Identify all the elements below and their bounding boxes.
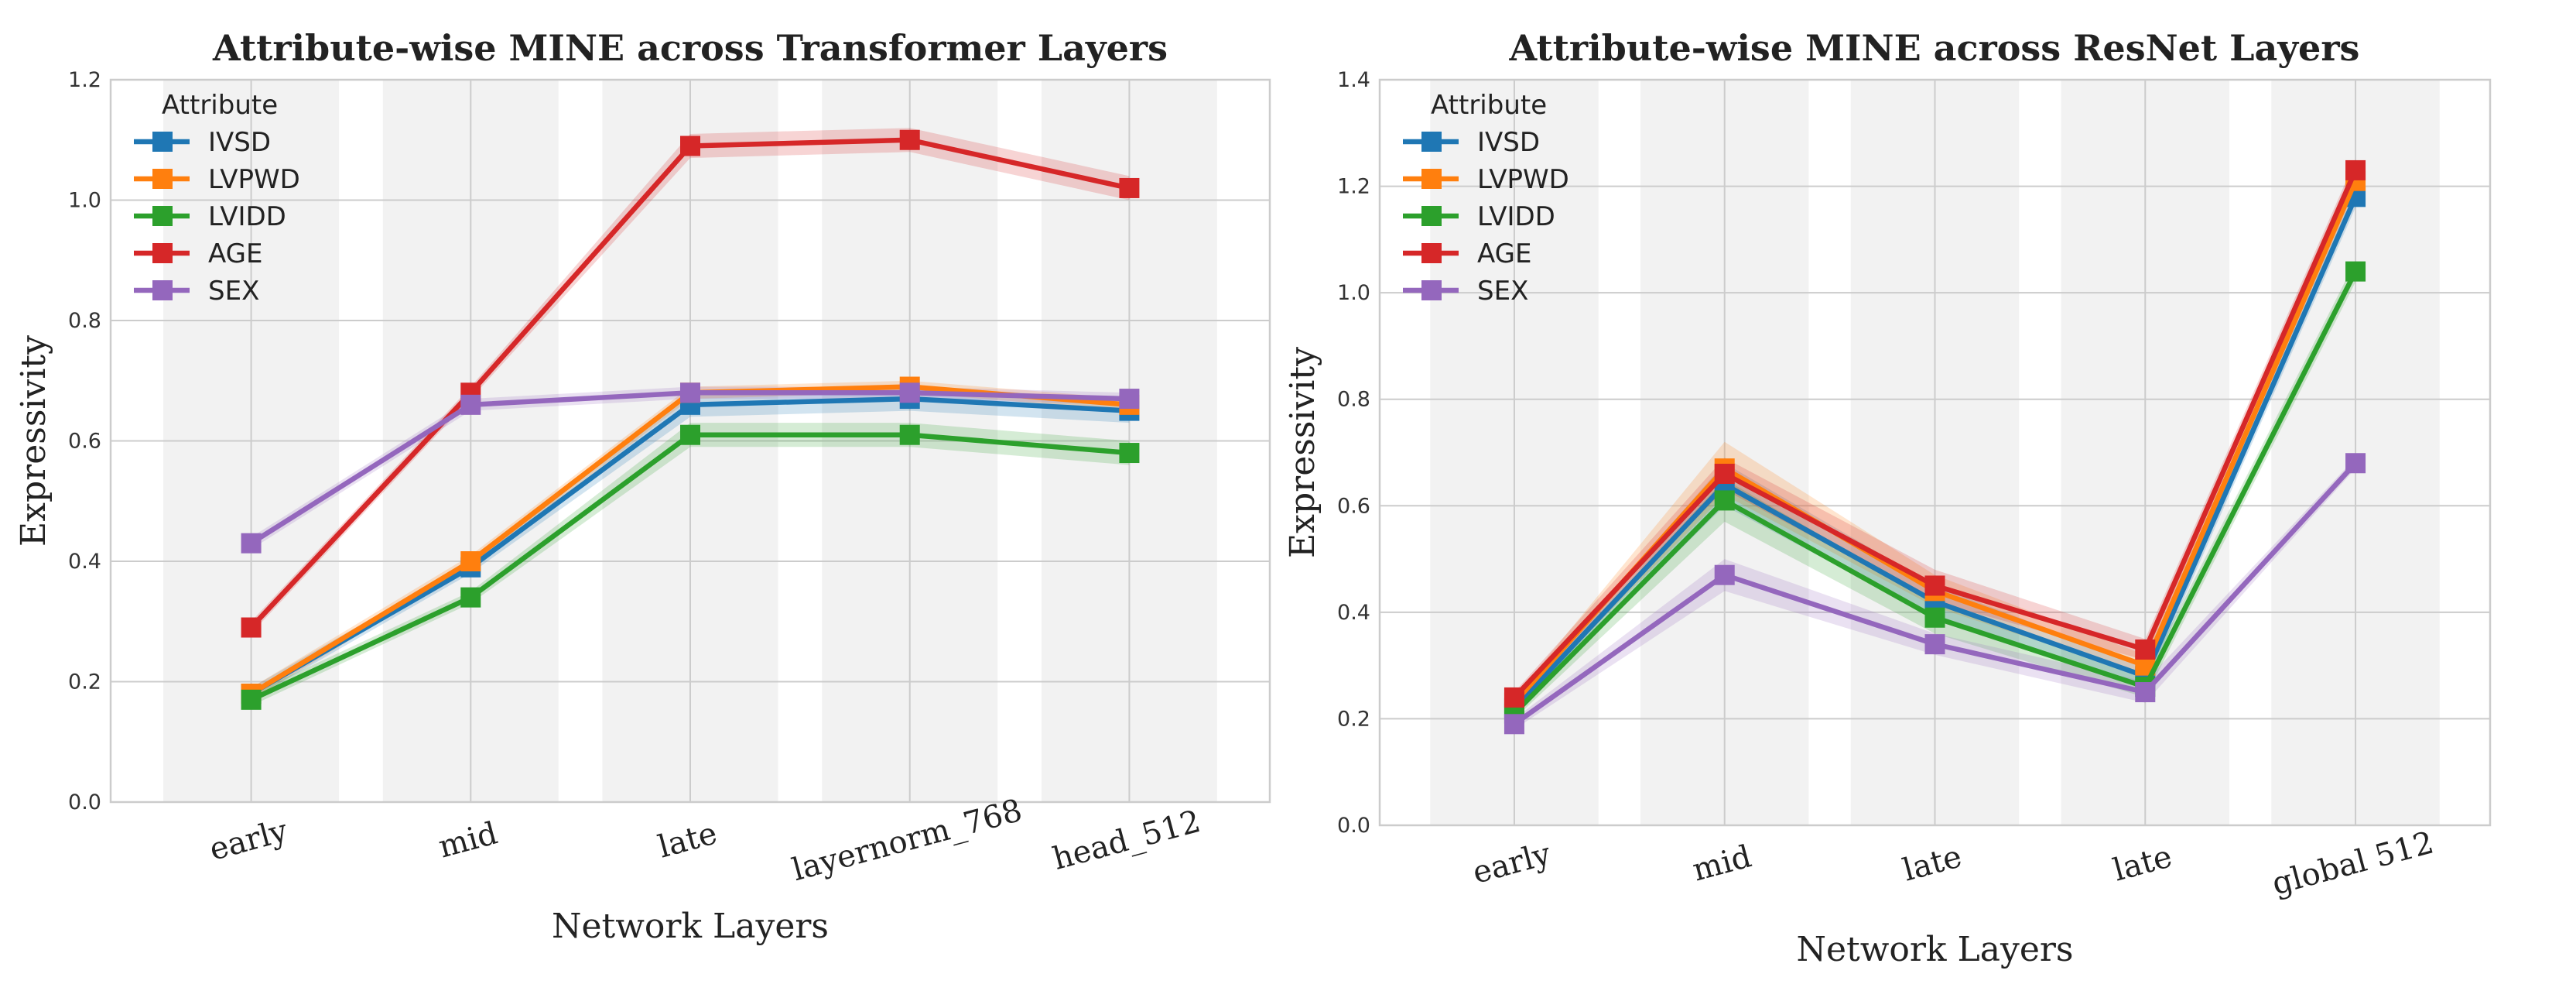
legend-marker-lvpwd bbox=[152, 169, 173, 189]
y-tick-label: 0.0 bbox=[68, 790, 101, 814]
data-point-age bbox=[1504, 687, 1524, 708]
x-tick-label: early bbox=[1469, 836, 1555, 891]
legend-title: Attribute bbox=[1431, 90, 1547, 121]
x-tick-label: mid bbox=[435, 815, 501, 865]
legend-marker-sex bbox=[152, 280, 173, 300]
data-point-sex bbox=[1924, 634, 1945, 655]
chart-title: Attribute-wise MINE across ResNet Layers bbox=[1509, 27, 2360, 69]
y-tick-label: 1.4 bbox=[1337, 68, 1370, 92]
data-point-sex bbox=[1714, 564, 1735, 585]
data-point-lvidd bbox=[899, 424, 920, 445]
legend-label-lvpwd: LVPWD bbox=[208, 164, 300, 195]
y-tick-label: 0.4 bbox=[68, 550, 101, 574]
y-tick-label: 1.2 bbox=[1337, 175, 1370, 199]
resnet-chart: 0.0 0.2 0.4 0.6 0.8 1.0 1.2 1.4 early mid late late… bbox=[1283, 27, 2492, 969]
data-point-lvidd bbox=[460, 587, 481, 608]
data-point-lvidd bbox=[2345, 261, 2366, 282]
plot-frame bbox=[1378, 78, 2492, 827]
data-point-sex bbox=[1119, 389, 1140, 410]
data-point-age bbox=[2135, 639, 2156, 660]
legend-marker-lvpwd bbox=[1421, 169, 1442, 189]
legend-title: Attribute bbox=[162, 90, 278, 121]
legend-label-lvpwd: LVPWD bbox=[1477, 164, 1569, 195]
y-tick-label: 1.0 bbox=[1337, 281, 1370, 305]
y-tick-label: 0.8 bbox=[1337, 388, 1370, 412]
y-tick-label: 0.2 bbox=[68, 670, 101, 694]
y-tick-label: 0.2 bbox=[1337, 707, 1370, 731]
legend-label-age: AGE bbox=[208, 238, 263, 269]
data-point-age bbox=[1119, 177, 1140, 198]
legend-marker-age bbox=[152, 243, 173, 263]
legend-marker-age bbox=[1421, 243, 1442, 263]
legend-marker-ivsd bbox=[1421, 132, 1442, 152]
data-point-lvpwd bbox=[460, 551, 481, 571]
x-axis-label: Network Layers bbox=[552, 907, 829, 946]
data-point-sex bbox=[1504, 714, 1524, 735]
x-tick-label: late bbox=[1899, 838, 1965, 888]
legend-label-ivsd: IVSD bbox=[1477, 127, 1540, 158]
legend-label-age: AGE bbox=[1477, 238, 1532, 269]
data-point-lvidd bbox=[1119, 443, 1140, 464]
legend-marker-sex bbox=[1421, 280, 1442, 300]
data-point-sex bbox=[460, 394, 481, 415]
data-point-age bbox=[2345, 159, 2366, 180]
chart-title: Attribute-wise MINE across Transformer L… bbox=[212, 27, 1168, 69]
series-band-lvidd bbox=[251, 423, 1130, 706]
x-tick-label: mid bbox=[1689, 838, 1756, 888]
x-tick-label: global 512 bbox=[2268, 825, 2437, 903]
y-axis-label: Expressivity bbox=[14, 335, 53, 547]
data-point-lvidd bbox=[241, 689, 262, 710]
y-tick-label: 0.6 bbox=[68, 430, 101, 454]
data-point-sex bbox=[899, 382, 920, 403]
x-tick-label: head_512 bbox=[1049, 804, 1204, 877]
plot-frame bbox=[109, 78, 1271, 804]
legend-label-lvidd: LVIDD bbox=[208, 201, 286, 232]
data-point-sex bbox=[680, 382, 700, 403]
transformer-chart: 0.0 0.2 0.4 0.6 0.8 1.0 1.2 early mid late layerno… bbox=[14, 27, 1271, 946]
data-point-sex bbox=[2345, 453, 2366, 474]
data-point-age bbox=[680, 135, 700, 156]
y-tick-label: 1.2 bbox=[68, 68, 101, 92]
y-tick-label: 1.0 bbox=[68, 189, 101, 213]
series-band-sex bbox=[1514, 458, 2356, 730]
y-axis-label: Expressivity bbox=[1283, 347, 1322, 558]
series-band-age bbox=[251, 128, 1130, 634]
x-tick-label: late bbox=[2109, 838, 2176, 888]
data-point-lvidd bbox=[1924, 607, 1945, 628]
data-point-lvidd bbox=[1714, 490, 1735, 511]
legend-marker-lvidd bbox=[152, 206, 173, 226]
legend-marker-ivsd bbox=[152, 132, 173, 152]
legend-label-sex: SEX bbox=[208, 276, 259, 307]
x-axis-label: Network Layers bbox=[1796, 930, 2073, 969]
y-tick-label: 0.8 bbox=[68, 309, 101, 333]
legend-label-ivsd: IVSD bbox=[208, 127, 271, 158]
legend-label-sex: SEX bbox=[1477, 276, 1528, 307]
x-tick-label: early bbox=[206, 813, 292, 868]
data-point-age bbox=[1924, 575, 1945, 596]
y-tick-label: 0.6 bbox=[1337, 494, 1370, 518]
data-point-lvidd bbox=[680, 424, 700, 445]
legend-label-lvidd: LVIDD bbox=[1477, 201, 1555, 232]
data-point-age bbox=[899, 129, 920, 150]
y-tick-label: 0.0 bbox=[1337, 814, 1370, 838]
data-point-age bbox=[241, 617, 262, 638]
data-point-sex bbox=[2135, 682, 2156, 703]
y-tick-label: 0.4 bbox=[1337, 601, 1370, 625]
legend-marker-lvidd bbox=[1421, 206, 1442, 226]
data-point-age bbox=[1714, 464, 1735, 485]
x-tick-label: layernorm_768 bbox=[789, 793, 1026, 888]
data-point-sex bbox=[241, 533, 262, 554]
x-tick-label: late bbox=[655, 815, 721, 865]
